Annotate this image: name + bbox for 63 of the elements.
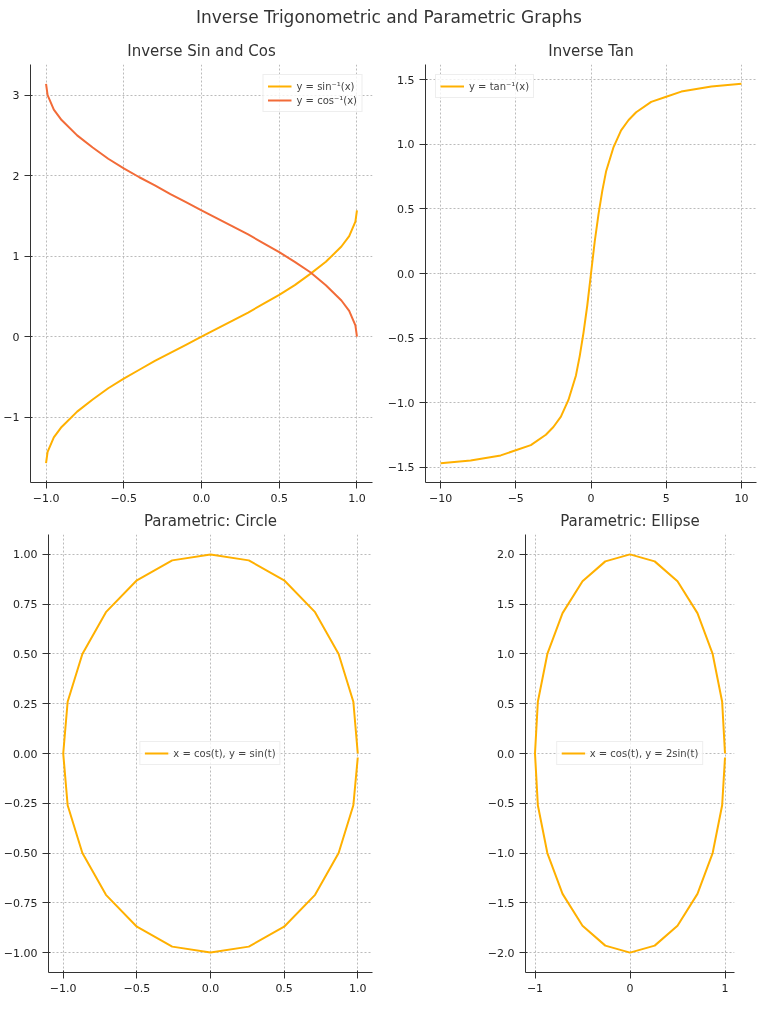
- y-tick-label: −1.0: [387, 396, 415, 410]
- x-tick-label: −1: [526, 981, 544, 995]
- line-series: [62, 553, 359, 954]
- y-tick-label: 1.0: [397, 138, 415, 152]
- y-tick-label: 0.75: [13, 598, 38, 612]
- y-tick-label: 1.5: [397, 74, 415, 88]
- legend-label: x = cos(t), y = 2sin(t): [589, 746, 699, 761]
- y-tick-label: −0.75: [3, 897, 38, 911]
- x-tick-label: −10: [428, 491, 453, 505]
- text: Inverse Trigonometric and Parametric Graphs: [196, 6, 582, 29]
- line-series: [534, 553, 726, 954]
- y-tick-label: 1.00: [13, 548, 38, 562]
- y-tick-label: 0: [12, 331, 20, 344]
- y-tick-label: −0.5: [487, 797, 515, 811]
- x-tick-label: −0.5: [110, 491, 138, 505]
- x-tick-label: 1.0: [349, 981, 367, 995]
- y-tick-label: 0.5: [497, 698, 515, 712]
- y-tick-label: −1.0: [487, 847, 515, 861]
- y-tick-label: 0.50: [13, 648, 38, 662]
- y-tick-label: −1.00: [3, 946, 38, 960]
- x-tick-label: −0.5: [123, 981, 151, 995]
- y-tick-label: 1.0: [497, 648, 515, 662]
- x-tick-label: −5: [507, 491, 524, 505]
- line-series: [45, 209, 358, 465]
- y-tick-label: −1: [3, 411, 20, 425]
- y-tick-label: 2: [12, 169, 20, 183]
- x-tick-label: −1.0: [49, 981, 77, 995]
- x-tick-label: 1.0: [348, 491, 366, 505]
- x-tick-label: 0: [626, 981, 634, 995]
- legend-label: y = cos⁻¹(x): [296, 93, 357, 108]
- x-tick-label: −1.0: [32, 491, 60, 505]
- y-tick-label: −0.50: [3, 847, 38, 861]
- chart-title: Parametric: Ellipse: [560, 511, 700, 530]
- x-tick-label: 5: [662, 491, 670, 505]
- y-tick-label: −1.5: [487, 897, 515, 911]
- legend-label: x = cos(t), y = sin(t): [173, 746, 276, 761]
- x-tick-label: 0.5: [270, 491, 288, 505]
- line-series: [45, 83, 358, 338]
- y-tick-label: 0.5: [397, 203, 415, 217]
- y-tick-label: 0.0: [397, 267, 415, 281]
- line-series: [439, 83, 743, 465]
- y-tick-label: −0.25: [3, 797, 38, 811]
- y-tick-label: −2.0: [487, 946, 515, 960]
- legend-label: y = sin⁻¹(x): [296, 79, 355, 94]
- x-tick-label: 10: [734, 491, 749, 505]
- chart-title: Inverse Tan: [548, 41, 634, 60]
- y-tick-label: 2.0: [497, 548, 515, 562]
- y-tick-label: 1.5: [497, 598, 515, 612]
- y-tick-label: 0.25: [13, 698, 38, 712]
- y-tick-label: 0.00: [13, 747, 38, 761]
- x-tick-label: 0.0: [192, 491, 211, 505]
- chart-title: Inverse Sin and Cos: [127, 41, 276, 60]
- y-tick-label: −1.5: [387, 461, 415, 475]
- x-tick-label: 0: [587, 491, 595, 505]
- y-tick-label: 1: [12, 250, 20, 264]
- x-tick-label: 1: [721, 981, 729, 995]
- y-tick-label: 3: [12, 89, 20, 103]
- x-tick-label: 0.0: [201, 981, 220, 995]
- y-tick-label: −0.5: [387, 332, 415, 346]
- legend-label: y = tan⁻¹(x): [469, 79, 530, 94]
- chart-title: Parametric: Circle: [143, 511, 278, 530]
- x-tick-label: 0.5: [275, 981, 293, 995]
- y-tick-label: 0.0: [497, 747, 515, 761]
